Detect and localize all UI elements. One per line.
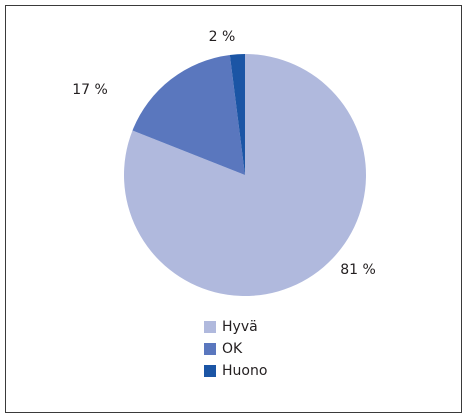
legend-swatch xyxy=(204,343,216,355)
legend-label: Hyvä xyxy=(222,319,258,335)
legend-label: OK xyxy=(222,341,243,357)
legend-label: Huono xyxy=(222,363,267,379)
pie-slice xyxy=(229,54,245,175)
pie-slice xyxy=(123,54,366,296)
pie-slice xyxy=(132,54,245,176)
data-label: 81 % xyxy=(340,262,376,278)
data-label: 17 % xyxy=(72,82,108,98)
data-label: 2 % xyxy=(209,29,236,45)
legend-swatch xyxy=(204,321,216,333)
legend-swatch xyxy=(204,365,216,377)
